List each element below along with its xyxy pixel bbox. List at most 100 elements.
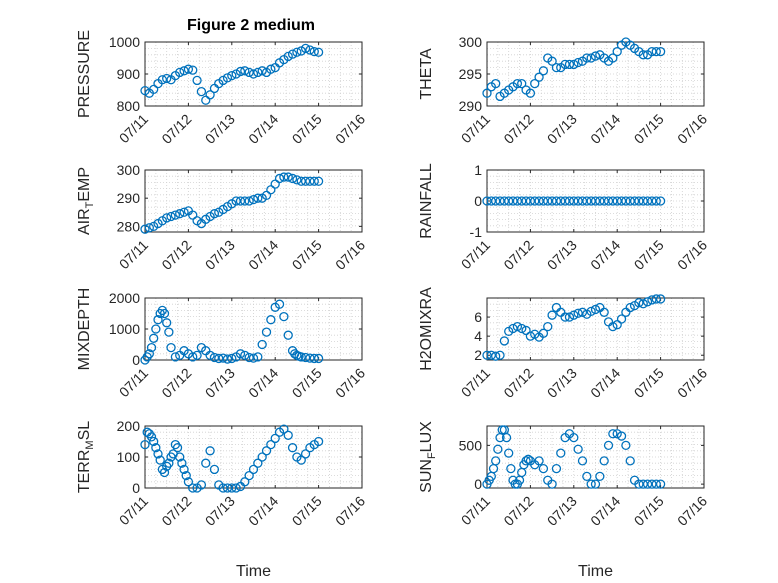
data-point [153,449,163,459]
x-tick-label: 07/11 [458,237,494,273]
data-point [305,353,315,363]
data-point [612,429,622,439]
data-point [300,449,311,459]
data-point [309,46,319,57]
y-axis-label-tail: EMP [76,167,93,202]
data-point [313,47,324,57]
data-point [625,302,635,313]
data-point [638,299,648,309]
data-point [279,311,289,322]
data-point [642,297,653,307]
data-point [227,353,237,364]
data-point [244,67,254,78]
x-tick-label: 07/12 [500,493,536,529]
y-axis-label-main: SUN [418,459,435,493]
x-tick-label: 07/13 [202,111,238,147]
y-tick-label: 500 [459,437,483,453]
y-axis-label-main: H2OMIXRA [418,287,435,371]
data-point [149,84,159,95]
data-point [144,349,154,359]
data-point [501,432,512,443]
data-point [577,196,588,206]
data-point [274,173,285,184]
data-point [240,477,250,487]
data-point [569,59,579,70]
x-tick-label: 07/14 [245,493,281,529]
data-point [270,433,280,444]
data-point [491,351,501,361]
data-point [491,78,501,89]
data-point [573,57,583,68]
data-point [573,308,583,318]
data-point [279,172,289,182]
x-tick-label: 07/13 [544,365,580,401]
data-point [287,443,298,453]
data-point [564,59,575,70]
data-point [512,78,523,89]
y-tick-label: 0 [474,476,482,492]
data-point [300,176,311,186]
data-point [283,330,293,340]
y-tick-label: 4 [474,328,482,344]
y-axis-label-main: PRESSURE [76,30,93,118]
x-tick-label: 07/16 [674,365,710,401]
data-point [196,480,207,490]
data-point [172,443,183,453]
data-point [261,446,272,456]
data-point [151,443,161,453]
data-point [244,470,254,481]
data-point [543,321,553,332]
x-tick-label: 07/12 [500,237,536,273]
x-tick-label: 07/13 [544,493,580,529]
data-point [495,196,505,206]
data-point [205,446,215,456]
data-point [309,176,319,186]
data-point [166,211,176,222]
y-tick-label: 200 [117,418,141,434]
data-point [205,90,215,100]
y-axis-label-main: MIXDEPTH [76,288,93,371]
data-point [162,73,172,84]
data-point [504,448,514,458]
y-tick-label: 290 [459,98,483,114]
x-tick-label: 07/16 [332,493,368,529]
data-point [586,53,596,63]
data-point [582,196,592,206]
subplot-1: 07/11 07/12 07/13 07/14 07/15 07/16 800 900 1000… [76,30,368,147]
data-point [577,307,588,317]
data-point [261,327,272,337]
data-point [534,196,544,206]
x-tick-label: 07/12 [158,237,194,273]
x-tick-label: 07/11 [116,365,152,401]
data-point [573,196,583,206]
data-point [586,196,596,206]
x-tick-label: 07/15 [631,365,667,401]
x-tick-label: 07/13 [544,111,580,147]
data-point [240,350,250,361]
data-point [538,66,549,76]
data-point [569,310,579,320]
data-point [655,196,666,206]
data-point [266,439,276,450]
data-point [188,65,198,75]
data-point [482,88,492,98]
data-point [222,73,233,83]
data-point [590,304,601,315]
y-axis-label: PRESSURE [76,30,93,118]
data-point [530,196,540,206]
data-point [159,467,170,478]
data-point [590,51,601,61]
data-point [655,479,666,489]
data-point [486,350,496,360]
data-point [231,483,241,493]
x-tick-label: 07/12 [500,365,536,401]
x-tick-label: 07/11 [458,493,494,529]
y-axis-label-subscript: M [84,440,96,449]
data-point [155,455,165,465]
data-point [248,353,259,363]
data-point [547,479,557,489]
data-point [244,196,254,206]
data-point [287,49,298,59]
data-point [642,196,653,206]
